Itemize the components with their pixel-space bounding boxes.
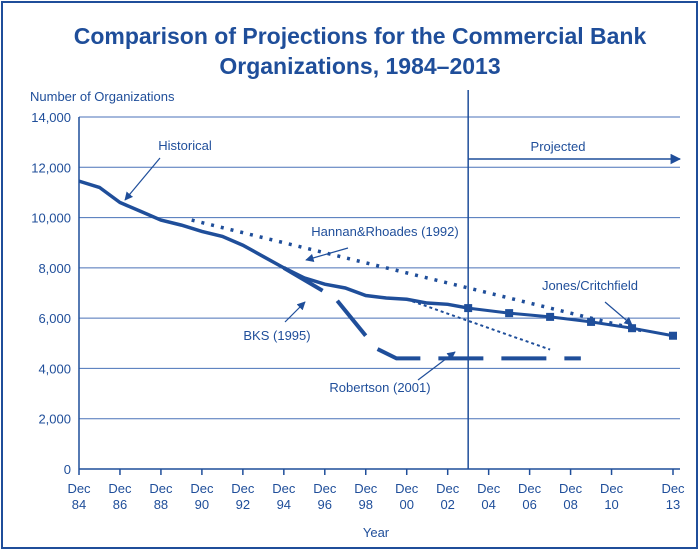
series-line [406, 298, 551, 351]
x-axis-label: Year [363, 525, 390, 540]
y-tick-label: 12,000 [31, 160, 71, 175]
y-tick-label: 14,000 [31, 110, 71, 125]
x-tick-label: Dec 96 [313, 481, 337, 512]
y-tick-label: 2,000 [38, 412, 71, 427]
series-line [78, 179, 469, 310]
annotation-arrow [305, 247, 349, 262]
series-annotation: Historical [158, 138, 212, 153]
series-marker [505, 309, 514, 318]
x-tick-label: Dec 84 [67, 481, 91, 512]
chart-title: Organizations, 1984–2013 [219, 53, 500, 79]
x-tick-label: Dec 04 [477, 481, 501, 512]
annotation-arrow [284, 301, 306, 323]
series-marker [546, 312, 555, 321]
x-tick-label: Dec 90 [190, 481, 214, 512]
annotation-arrow [124, 157, 161, 201]
x-tick-label: Dec 94 [272, 481, 296, 512]
chart-title: Comparison of Projections for the Commer… [74, 23, 647, 49]
annotation-arrow [604, 301, 633, 326]
series-line [467, 306, 674, 338]
y-axis-label: Number of Organizations [30, 89, 175, 104]
series-annotation: Jones/Critchfield [542, 278, 638, 293]
x-tick-label: Dec 98 [354, 481, 378, 512]
x-tick-label: Dec 00 [395, 481, 419, 512]
y-tick-label: 0 [64, 462, 71, 477]
x-tick-label: Dec 06 [518, 481, 542, 512]
y-tick-label: 8,000 [38, 261, 71, 276]
series-marker [628, 324, 637, 333]
x-tick-label: Dec 92 [231, 481, 255, 512]
y-tick-label: 4,000 [38, 361, 71, 376]
y-tick-label: 10,000 [31, 211, 71, 226]
projected-label: Projected [531, 139, 586, 154]
series-marker [464, 304, 473, 313]
series-annotation: Hannan&Rhoades (1992) [311, 224, 458, 239]
x-tick-label: Dec 08 [559, 481, 583, 512]
x-tick-label: Dec 02 [436, 481, 460, 512]
x-tick-label: Dec 13 [661, 481, 685, 512]
x-tick-label: Dec 88 [149, 481, 173, 512]
series-marker [587, 317, 596, 326]
x-tick-label: Dec 86 [108, 481, 132, 512]
series-line [191, 218, 643, 333]
series-marker [669, 331, 677, 340]
x-tick-label: Dec 10 [600, 481, 624, 512]
series-line [282, 266, 581, 361]
annotation-arrow [417, 351, 456, 381]
series-annotation: BKS (1995) [243, 328, 310, 343]
y-tick-label: 6,000 [38, 311, 71, 326]
series-annotation: Robertson (2001) [329, 380, 430, 395]
